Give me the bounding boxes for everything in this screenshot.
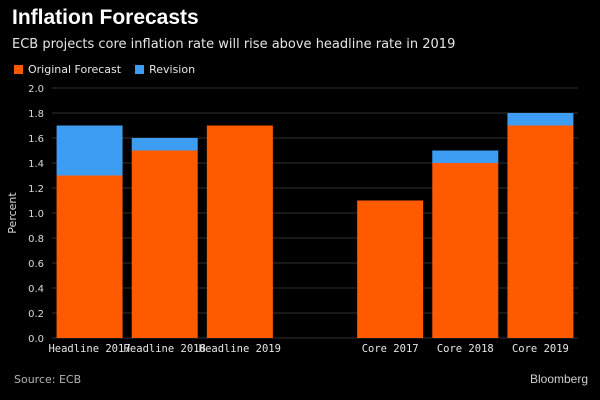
y-axis-label: Percent [6,192,19,234]
bar-revision [432,150,499,163]
legend-label-revision: Revision [149,63,196,76]
legend-item-revision: Revision [135,63,195,76]
y-tick-label: 0.0 [28,334,44,345]
legend-swatch-original [14,65,23,74]
chart-subtitle: ECB projects core inflation rate will ri… [12,37,456,52]
bar-original-forecast [56,175,123,338]
y-tick-label: 0.4 [28,284,44,295]
x-tick-label: Core 2017 [362,343,419,355]
y-tick-label: 2.0 [28,84,44,95]
x-tick-label: Headline 2018 [124,343,206,355]
bar-original-forecast [432,163,499,338]
bar-revision [131,138,198,151]
y-tick-label: 1.0 [28,209,44,220]
x-tick-label: Headline 2019 [199,343,281,355]
x-tick-label: Core 2019 [512,343,569,355]
bar-original-forecast [206,125,273,338]
y-tick-label: 1.6 [28,134,44,145]
bar-original-forecast [357,200,424,338]
chart-title: Inflation Forecasts [12,6,199,29]
y-tick-label: 1.4 [28,159,44,170]
bar-revision [507,113,574,126]
bar-original-forecast [507,125,574,338]
legend-label-original: Original Forecast [28,63,122,76]
legend-item-original: Original Forecast [14,63,121,76]
y-tick-label: 1.2 [28,184,44,195]
y-tick-label: 1.8 [28,109,44,120]
y-tick-label: 0.6 [28,259,44,270]
bloomberg-logo: Bloomberg [529,372,588,386]
bar-revision [56,125,123,176]
source-note: Source: ECB [14,373,82,386]
bar-original-forecast [131,150,198,338]
chart-legend: Original Forecast Revision [14,63,209,76]
x-tick-label: Headline 2017 [48,343,130,355]
x-tick-label: Core 2018 [437,343,494,355]
y-tick-label: 0.8 [28,234,44,245]
legend-swatch-revision [135,65,145,74]
y-tick-label: 0.2 [28,309,44,320]
